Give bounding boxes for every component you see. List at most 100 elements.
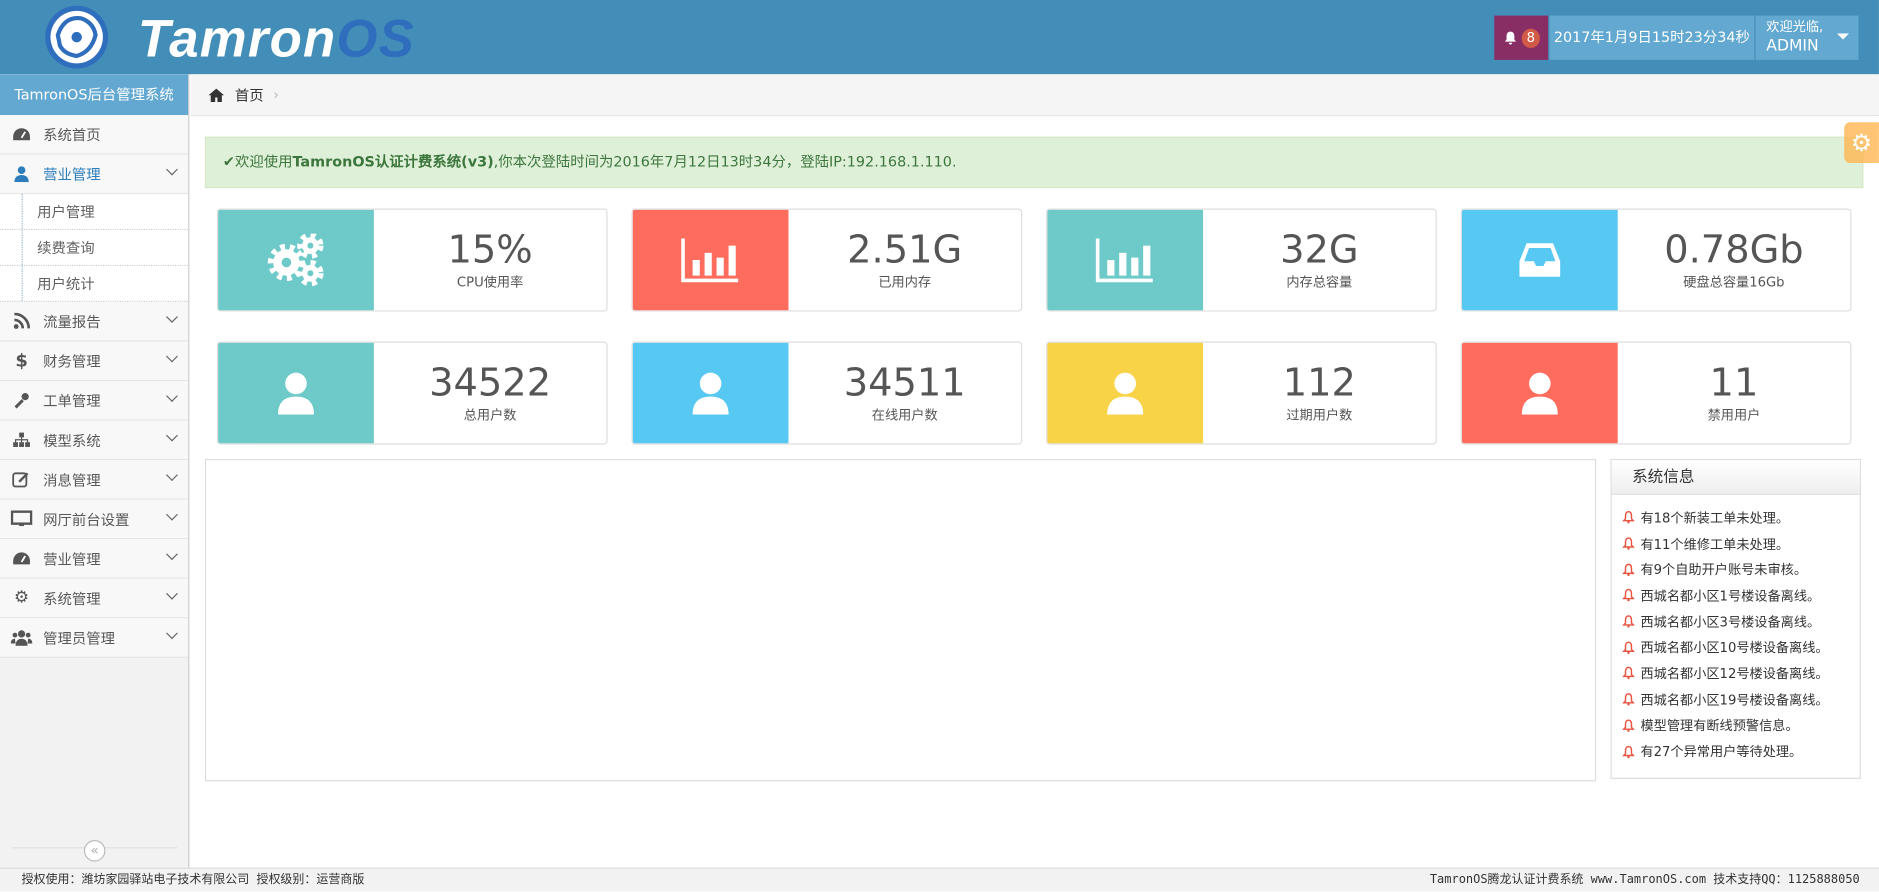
sidebar-item-label: 系统首页 [43,126,101,144]
user-icon [0,165,43,183]
home-icon [208,87,225,102]
sidebar-item-label: 财务管理 [43,352,101,370]
sidebar-item[interactable]: 营业管理 [0,539,189,579]
dollar-icon: $ [15,349,28,372]
stat-value: 0.78Gb [1664,226,1804,273]
stat-value: 15% [447,226,533,273]
stat-value: 2.51G [847,226,963,273]
stat-label: CPU使用率 [456,274,524,290]
chevron-down-icon [166,469,178,482]
system-info-item: 西城名都小区12号楼设备离线。 [1622,660,1859,686]
bell-icon [1622,615,1635,628]
footer-support: TamronOS腾龙认证计费系统 www.TamronOS.com 技术支持QQ… [1429,873,1860,887]
double-chevron-left-icon: « [83,840,106,862]
bell-icon [1622,537,1635,550]
edit-icon [0,471,43,488]
chevron-down-icon [166,627,178,640]
stat-card: 11 禁用用户 [1460,341,1852,445]
bell-icon [1622,563,1635,576]
stat-card: 0.78Gb 硬盘总容量16Gb [1460,208,1852,312]
user-icon [632,342,789,444]
caret-down-icon [1836,33,1849,40]
stat-label: 已用内存 [878,274,932,290]
sidebar-item[interactable]: 模型系统 [0,420,189,461]
stat-card: 32G 内存总容量 [1046,208,1437,312]
notifications-button[interactable]: 8 [1494,15,1549,60]
system-info-item: 模型管理有断线预警信息。 [1622,712,1859,738]
stat-label: 过期用户数 [1286,407,1353,423]
stat-value: 11 [1709,359,1759,406]
stat-value: 32G [1280,226,1359,273]
breadcrumb-separator: › [273,86,279,104]
chevron-down-icon [166,587,178,600]
sidebar-item[interactable]: ⚙ 系统管理 [0,578,189,619]
sitemap-icon [0,431,43,448]
stat-label: 在线用户数 [871,407,938,423]
chevron-down-icon [166,390,178,402]
sidebar-item[interactable]: $ 财务管理 [0,341,189,382]
dashboard-icon [0,550,43,567]
bell-icon [1622,719,1635,732]
user-menu[interactable]: 欢迎光临, ADMIN [1755,15,1859,60]
sidebar-subitem[interactable]: 用户管理 [0,194,189,231]
sidebar-nav: 系统首页 营业管理 用户管理 续费查询 用户统计 流量报告 $ 财务管理 工单管理 模型系统 消息管… [0,115,189,658]
sidebar-item[interactable]: 流量报告 [0,301,189,342]
sidebar-subitem[interactable]: 用户统计 [0,266,189,302]
chevron-down-icon [166,163,178,176]
welcome-text: 欢迎光临, [1766,19,1824,35]
user-icon [218,342,374,444]
user-icon [1461,342,1618,444]
bell-icon [1622,641,1635,654]
sidebar-item-label: 流量报告 [43,313,101,331]
bell-icon [1504,31,1517,44]
stat-card: 34511 在线用户数 [631,341,1023,445]
stat-card: 34522 总用户数 [216,341,608,445]
sidebar-item[interactable]: 系统首页 [0,115,189,155]
sidebar-collapse-button[interactable]: « [0,836,189,862]
system-info-item: 有11个维修工单未处理。 [1622,530,1859,556]
bell-icon [1622,589,1635,602]
sidebar-item[interactable]: 网厅前台设置 [0,499,189,540]
chevron-down-icon [166,350,178,363]
system-info-item: 西城名都小区10号楼设备离线。 [1622,634,1859,660]
dashboard-icon [0,126,43,143]
brand-logo-text: TamronOS [137,9,415,69]
sidebar-item[interactable]: 管理员管理 [0,618,189,658]
system-info-item: 西城名都小区19号楼设备离线。 [1622,686,1859,712]
sidebar-item-label: 管理员管理 [43,629,116,647]
settings-toggle-button[interactable]: ⚙ [1844,122,1879,163]
wrench-icon [0,392,43,409]
sidebar-item-label: 工单管理 [43,392,101,410]
system-info-panel: 系统信息 有18个新装工单未处理。 有11个维修工单未处理。 有9个自助开户账号未审… [1610,458,1861,779]
sidebar-item[interactable]: 消息管理 [0,460,189,500]
dragon-logo [45,5,109,69]
users-icon [0,629,43,646]
sidebar-subitem[interactable]: 续费查询 [0,230,189,267]
bar-chart-icon [632,209,789,311]
bell-icon [1622,745,1635,758]
bell-icon [1622,667,1635,680]
notification-badge: 8 [1521,28,1540,48]
stat-value: 34511 [843,359,966,406]
sidebar-item[interactable]: 营业管理 [0,154,189,195]
user-icon [1047,342,1204,444]
chart-panel [204,458,1597,782]
sidebar-item-label: 网厅前台设置 [43,511,130,528]
bell-icon [1622,693,1635,706]
system-info-item: 有9个自助开户账号未审核。 [1622,556,1859,582]
datetime-display: 2017年1月9日15时23分34秒 [1549,15,1755,60]
footer-license: 授权使用：潍坊家园驿站电子技术有限公司 授权级别：运营商版 [21,873,365,887]
sidebar-item[interactable]: 工单管理 [0,381,189,421]
sidebar-item-label: 营业管理 [43,550,101,568]
bar-chart-icon [1047,209,1204,311]
sidebar-item-label: 消息管理 [43,471,101,489]
breadcrumb-home[interactable]: 首页 [234,86,264,104]
sidebar-item-label: 营业管理 [43,165,101,183]
system-info-item: 西城名都小区3号楼设备离线。 [1622,608,1859,634]
sidebar-item-label: 模型系统 [43,431,101,449]
sidebar-title: TamronOS后台管理系统 [0,74,189,116]
top-header: TamronOS 8 2017年1月9日15时23分34秒 欢迎光临, ADMI… [0,0,1879,75]
system-info-item: 有18个新装工单未处理。 [1622,504,1859,530]
welcome-alert: ✔欢迎使用TamronOS认证计费系统(v3),你本次登陆时间为2016年7月1… [204,136,1864,189]
system-info-item: 有27个异常用户等待处理。 [1622,738,1859,764]
